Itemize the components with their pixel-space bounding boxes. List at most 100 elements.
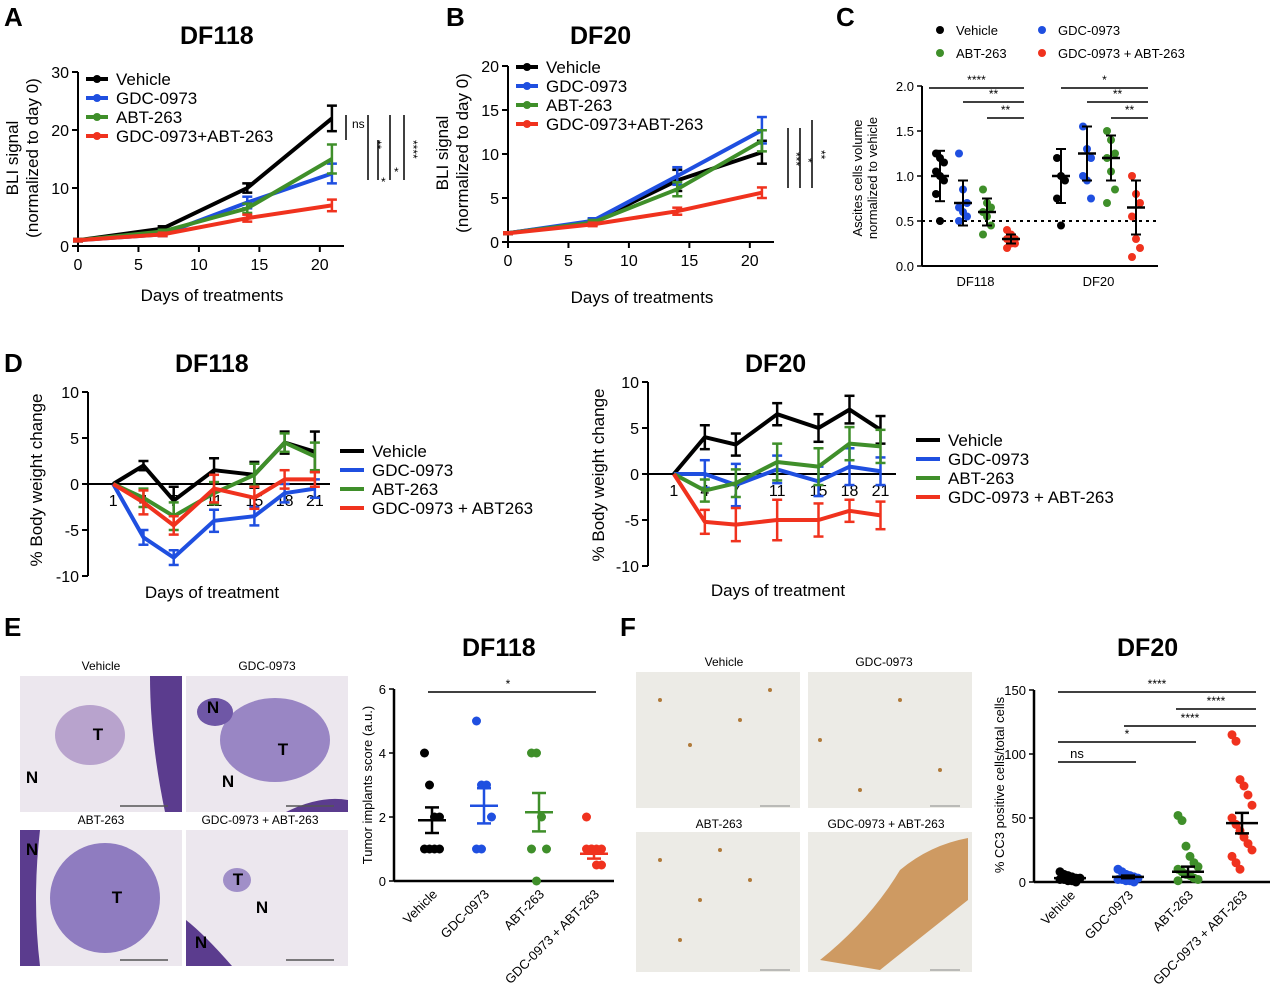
d2-legend-2-label: ABT-263 bbox=[948, 469, 1014, 488]
b-ytick-label-4: 20 bbox=[481, 59, 499, 76]
b-legend-3-label: GDC-0973+ABT-263 bbox=[546, 115, 703, 134]
c-point-3-0-6 bbox=[1003, 244, 1011, 252]
a-ytick-label-0: 0 bbox=[60, 239, 69, 256]
e-ytick-label-3: 6 bbox=[379, 682, 386, 697]
a-sig-0: ns bbox=[352, 117, 365, 131]
c-point-0-0-2 bbox=[940, 158, 948, 167]
f-point-3-1 bbox=[1231, 736, 1241, 746]
a-sig-1: ** bbox=[370, 140, 384, 150]
f-stain-speck-0 bbox=[658, 698, 662, 702]
b-legend-1-label: GDC-0973 bbox=[546, 77, 627, 96]
e-ytick-label-2: 4 bbox=[379, 746, 386, 761]
a-sig-4: **** bbox=[406, 140, 420, 159]
a-xtick-label-2: 10 bbox=[190, 257, 208, 274]
f-stain-speck-2 bbox=[738, 718, 742, 722]
a-ylabel-2: (normalized to day 0) bbox=[23, 78, 42, 238]
e-ylabel: Tumor implants score (a.u.) bbox=[360, 706, 375, 864]
b-legend-0-dot bbox=[523, 63, 531, 71]
panel-title-b: DF20 bbox=[570, 22, 631, 50]
c-sig-0: **** bbox=[967, 73, 986, 87]
panel-title-d1: DF118 bbox=[175, 350, 249, 378]
e-mark-0-0: T bbox=[93, 725, 104, 744]
b-sig-2: ** bbox=[814, 150, 828, 160]
b-xtick-label-1: 5 bbox=[564, 253, 573, 270]
c-point-0-1-3 bbox=[1053, 194, 1061, 203]
a-legend-3-dot bbox=[93, 132, 101, 140]
e-mark-3-2: N bbox=[195, 933, 207, 952]
d1-xtick-label-0: 1 bbox=[109, 493, 118, 510]
e-point-2-3 bbox=[542, 844, 551, 854]
f-ylabel: % CC3 positive cells/total cells bbox=[992, 696, 1007, 873]
c-point-2-0-2 bbox=[987, 203, 995, 212]
a-legend-1-label: GDC-0973 bbox=[116, 89, 197, 108]
panel-label-c: C bbox=[836, 2, 855, 32]
b-ytick-label-0: 0 bbox=[490, 235, 499, 252]
b-xtick-label-0: 0 bbox=[504, 253, 513, 270]
c-point-3-1-5 bbox=[1136, 244, 1144, 252]
b-sig-0: *** bbox=[789, 152, 803, 166]
a-sig-3: * bbox=[394, 165, 399, 179]
f-stain-speck-3 bbox=[768, 688, 772, 692]
b-legend-3-dot bbox=[523, 120, 531, 128]
c-point-0-0-6 bbox=[932, 190, 940, 198]
c-legend-dot-1 bbox=[1038, 26, 1046, 34]
a-xtick-label-1: 5 bbox=[134, 257, 143, 274]
c-legend-label-3: GDC-0973 + ABT-263 bbox=[1058, 46, 1185, 61]
d1-ytick-label-1: -5 bbox=[65, 523, 79, 540]
b-ylabel-1: BLI signal bbox=[433, 116, 452, 191]
e-tissue-3a bbox=[223, 868, 251, 892]
a-legend-0-label: Vehicle bbox=[116, 70, 171, 89]
d2-xtick-label-0: 1 bbox=[669, 483, 678, 500]
f-image-label-3: GDC-0973 + ABT-263 bbox=[827, 817, 944, 831]
d1-ytick-label-3: 5 bbox=[70, 431, 79, 448]
d2-legend-3-label: GDC-0973 + ABT-263 bbox=[948, 488, 1114, 507]
e-image-label-3: GDC-0973 + ABT-263 bbox=[201, 813, 318, 827]
f-point-3-9 bbox=[1239, 832, 1249, 842]
b-xlabel: Days of treatments bbox=[571, 288, 714, 307]
f-point-3-5 bbox=[1247, 800, 1257, 810]
e-mark-2-0: N bbox=[26, 840, 38, 859]
d2-xtick-label-5: 18 bbox=[841, 483, 859, 500]
f-ihc-image-2 bbox=[636, 832, 800, 972]
e-point-1-3 bbox=[487, 812, 496, 822]
d1-legend-2-label: ABT-263 bbox=[372, 480, 438, 499]
f-image-label-2: ABT-263 bbox=[696, 817, 743, 831]
d2-ytick-label-4: 10 bbox=[621, 375, 639, 392]
f-point-2-2 bbox=[1181, 841, 1191, 851]
e-tissue-1b bbox=[197, 698, 233, 726]
c-ytick-label-1: 0.5 bbox=[896, 214, 914, 229]
e-mark-1-0: N bbox=[207, 698, 219, 717]
c-point-1-0-5 bbox=[963, 212, 971, 221]
e-ytick-label-1: 2 bbox=[379, 810, 386, 825]
e-xtick-label-3: GDC-0973 + ABT-263 bbox=[502, 887, 602, 987]
c-ytick-label-0: 0.0 bbox=[896, 259, 914, 274]
f-point-3-0 bbox=[1227, 730, 1237, 740]
d1-legend-0-label: Vehicle bbox=[372, 442, 427, 461]
e-point-3-0 bbox=[582, 812, 591, 822]
e-image-label-2: ABT-263 bbox=[78, 813, 125, 827]
a-legend-2-dot bbox=[93, 113, 101, 121]
e-mark-1-1: T bbox=[278, 740, 289, 759]
f-stain-speck-8 bbox=[658, 858, 662, 862]
c-legend-label-2: ABT-263 bbox=[956, 46, 1007, 61]
c-point-2-1-5 bbox=[1111, 185, 1119, 194]
f-point-3-11 bbox=[1247, 845, 1257, 855]
c-ytick-label-2: 1.0 bbox=[896, 169, 914, 184]
c-point-3-1-6 bbox=[1128, 253, 1136, 261]
d2-ylabel: % Body weight change bbox=[589, 389, 608, 562]
d2-xtick-label-3: 11 bbox=[769, 483, 786, 500]
e-mark-3-0: T bbox=[233, 870, 244, 889]
c-point-3-1-0 bbox=[1128, 172, 1136, 180]
f-stain-speck-11 bbox=[678, 938, 682, 942]
f-ihc-image-0 bbox=[636, 672, 800, 808]
d2-ytick-label-2: 0 bbox=[630, 467, 639, 484]
c-point-2-1-2 bbox=[1111, 149, 1119, 158]
panel-label-e: E bbox=[4, 612, 21, 642]
d1-legend-1-label: GDC-0973 bbox=[372, 461, 453, 480]
b-xtick-label-2: 10 bbox=[620, 253, 638, 270]
d2-ytick-label-0: -10 bbox=[616, 559, 639, 576]
e-xtick-label-0: Vehicle bbox=[400, 887, 440, 927]
a-ytick-label-1: 10 bbox=[51, 181, 69, 198]
panel-title-d2: DF20 bbox=[745, 350, 806, 378]
